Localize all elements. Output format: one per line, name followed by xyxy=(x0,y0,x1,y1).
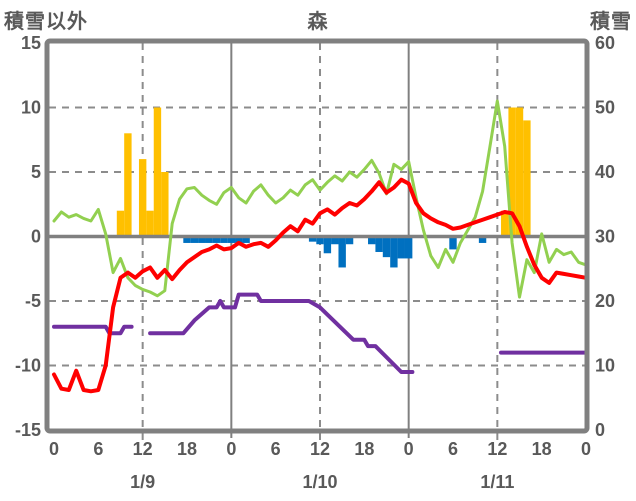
x-axis-tick-label: 12 xyxy=(310,439,330,459)
blue-bar xyxy=(212,236,221,243)
x-axis-tick-label: 6 xyxy=(93,439,103,459)
blue-bar xyxy=(375,236,383,252)
x-axis-tick-label: 0 xyxy=(581,439,591,459)
right-axis-tick-label: 0 xyxy=(595,420,605,440)
blue-bar xyxy=(235,236,243,243)
orange-bar xyxy=(515,107,524,237)
left-axis-tick-label: 0 xyxy=(31,227,41,247)
chart-title: 森 xyxy=(307,11,329,33)
x-axis-tick-label: 18 xyxy=(532,439,552,459)
blue-bar xyxy=(316,236,324,245)
orange-bar xyxy=(508,107,516,237)
orange-bar xyxy=(153,107,162,237)
blue-bar xyxy=(198,236,206,243)
right-axis-tick-label: 30 xyxy=(595,227,615,247)
blue-bar xyxy=(190,236,199,243)
blue-bar xyxy=(345,236,354,245)
blue-bar xyxy=(390,236,398,268)
red-line xyxy=(52,177,588,394)
left-axis-tick-label: 5 xyxy=(31,162,41,182)
right-axis-tick-label: 60 xyxy=(595,33,615,53)
blue-bar xyxy=(478,236,487,243)
blue-bar xyxy=(220,236,228,243)
blue-bar xyxy=(368,236,376,245)
x-axis-tick-label: 0 xyxy=(404,439,414,459)
x-axis-tick-label: 18 xyxy=(177,439,197,459)
orange-bar xyxy=(116,210,125,237)
left-axis-tick-label: 10 xyxy=(21,98,41,118)
blue-bar xyxy=(382,236,391,258)
blue-bar xyxy=(331,236,339,245)
left-axis-tick-label: -10 xyxy=(15,356,41,376)
left-axis-tick-label: -15 xyxy=(15,420,41,440)
orange-bar xyxy=(523,120,531,237)
left-axis-title: 積雪以外 xyxy=(4,11,88,33)
x-axis-tick-label: 6 xyxy=(448,439,458,459)
blue-bar xyxy=(449,236,457,250)
blue-bar xyxy=(338,236,346,268)
x-axis-tick-label: 12 xyxy=(487,439,507,459)
right-axis-tick-label: 50 xyxy=(595,98,615,118)
blue-bar xyxy=(205,236,213,243)
plot-frame xyxy=(44,38,590,434)
x-axis-tick-label: 6 xyxy=(271,439,281,459)
x-axis-tick-label: 0 xyxy=(226,439,236,459)
orange-bar xyxy=(501,210,509,237)
right-axis-tick-label: 40 xyxy=(595,162,615,182)
blue-bar xyxy=(183,236,191,243)
blue-bar xyxy=(242,236,250,243)
x-axis-day-label: 1/9 xyxy=(130,472,155,492)
x-axis-tick-label: 0 xyxy=(49,439,59,459)
x-axis-tick-label: 18 xyxy=(354,439,374,459)
green-line xyxy=(52,99,588,299)
orange-bar xyxy=(138,159,147,237)
orange-bar xyxy=(161,172,169,237)
purple-line-segment xyxy=(148,292,415,374)
blue-bar xyxy=(323,236,332,254)
x-axis-day-label: 1/10 xyxy=(302,472,337,492)
orange-bar xyxy=(146,210,154,237)
blue-bar xyxy=(308,236,317,242)
purple-line-segment xyxy=(52,324,134,336)
right-axis-title: 積雪 xyxy=(590,11,632,33)
x-axis-tick-label: 12 xyxy=(133,439,153,459)
right-axis-tick-label: 20 xyxy=(595,291,615,311)
blue-bar xyxy=(404,236,413,259)
orange-bar xyxy=(124,133,132,237)
left-axis-tick-label: 15 xyxy=(21,33,41,53)
blue-bar xyxy=(227,236,236,243)
left-axis-tick-label: -5 xyxy=(25,291,41,311)
right-axis-tick-label: 10 xyxy=(595,356,615,376)
blue-bar xyxy=(397,236,405,259)
x-axis-day-label: 1/11 xyxy=(480,472,514,492)
